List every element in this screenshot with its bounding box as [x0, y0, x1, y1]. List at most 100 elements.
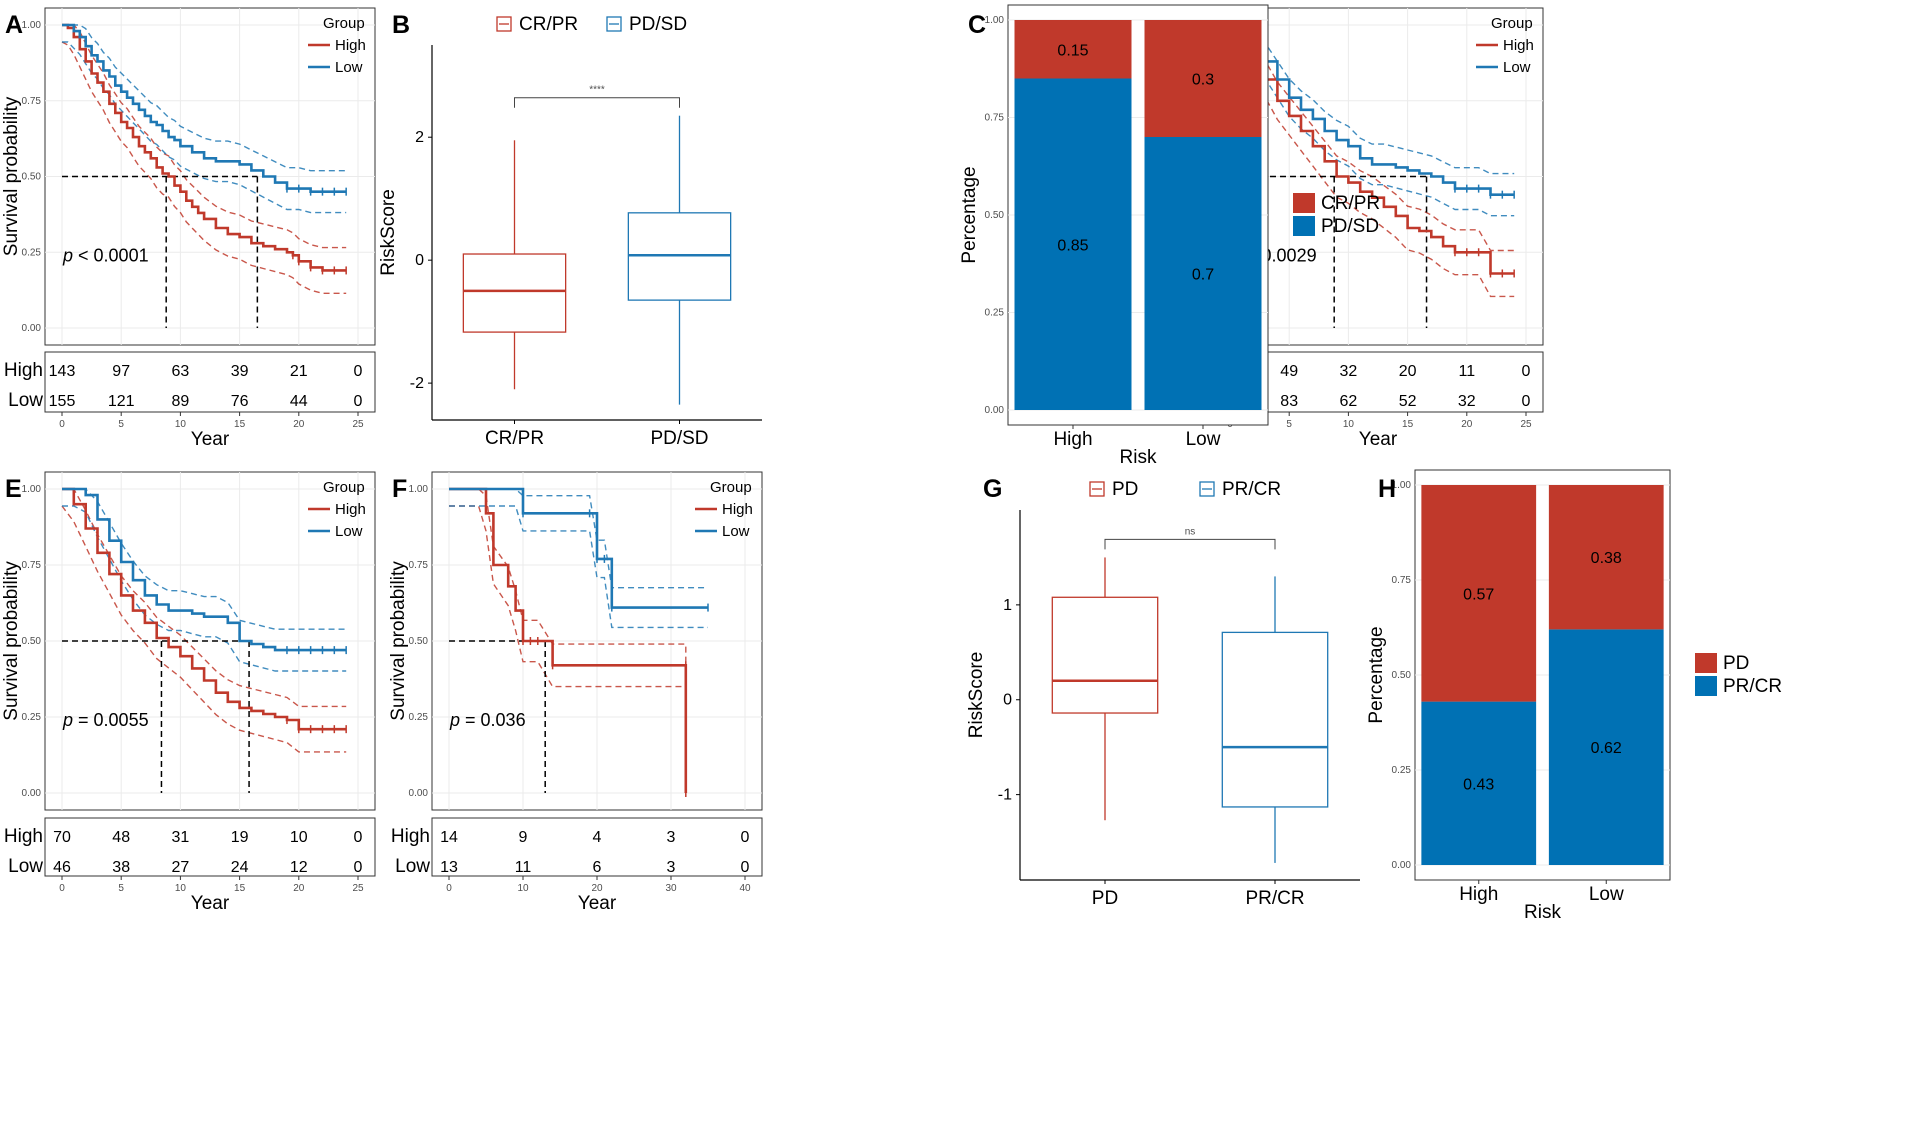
risk-count: 0 [354, 829, 363, 846]
risk-count: 155 [49, 393, 76, 410]
ci-band-low [62, 41, 347, 214]
y-tick-label: -1 [998, 787, 1012, 804]
panel-label: F [392, 475, 407, 503]
risk-row-label: Low [395, 856, 430, 877]
x-tick-label: 15 [234, 883, 246, 894]
x-tick-label: PD [1092, 888, 1118, 909]
box-1 [1221, 631, 1329, 808]
risk-count: 27 [172, 859, 190, 876]
risk-row-label: Low [8, 390, 43, 411]
x-tick-label: 20 [293, 419, 305, 430]
y-tick-label: 0.25 [22, 712, 42, 723]
risk-count: 24 [231, 859, 249, 876]
y-tick-label: 0 [415, 252, 424, 269]
legend-key-1 [1695, 676, 1717, 696]
risk-count: 13 [440, 859, 458, 876]
y-tick-label: 1 [1003, 597, 1012, 614]
y-axis-label: Survival probability [1, 561, 22, 721]
p-symbol: p [62, 710, 73, 730]
y-tick-label: 0.75 [22, 560, 42, 571]
risk-count: 63 [172, 363, 190, 380]
bar-pd-sd-0 [1014, 78, 1132, 410]
p-symbol: p [449, 710, 460, 730]
x-tick-label: 10 [175, 883, 187, 894]
y-tick-label: 0.25 [1392, 765, 1412, 776]
significance-label: ns [1185, 526, 1196, 537]
ci-band-high [1229, 41, 1515, 298]
x-axis-label: Year [1359, 429, 1398, 450]
risk-count: 0 [1522, 393, 1531, 410]
survival-curve-high [62, 487, 347, 731]
x-tick-label: 25 [1520, 419, 1532, 430]
risk-count: 97 [112, 363, 130, 380]
risk-count: 44 [290, 393, 308, 410]
risk-table-frame [44, 351, 376, 413]
risk-count: 0 [1522, 363, 1531, 380]
y-tick-label: 0.25 [22, 247, 42, 258]
risk-count: 21 [290, 363, 308, 380]
x-tick-label: 5 [1286, 419, 1292, 430]
box-0 [462, 253, 567, 333]
bar-value-label: 0.3 [1192, 72, 1214, 89]
x-tick-label: 0 [446, 883, 452, 894]
bar-panel-C: 0.00 0.25 0.50 0.75 1.00 0.15 0.85 High 0.3 0.7 Lo… [959, 4, 1380, 468]
x-tick-label: 30 [665, 883, 677, 894]
x-tick-label: 15 [234, 419, 246, 430]
risk-count: 19 [231, 829, 249, 846]
y-tick-label: 0.00 [985, 405, 1005, 416]
panel-label: C [968, 11, 986, 39]
y-tick-label: 0.00 [22, 788, 42, 799]
km-panel-A: 0.00 0.25 0.50 0.75 1.00 Group High Low p < 0.00… [1, 7, 376, 450]
bar-pr-cr-1 [1548, 629, 1664, 865]
risk-count: 3 [667, 829, 676, 846]
x-tick-label: 25 [352, 419, 364, 430]
x-tick-label: 25 [352, 883, 364, 894]
x-tick-label: 20 [293, 883, 305, 894]
p-value: p = 0.036 [449, 710, 526, 730]
risk-count: 62 [1340, 393, 1358, 410]
risk-table-frame [431, 817, 763, 877]
risk-table-frame [44, 817, 376, 877]
y-tick-label: 1.00 [22, 484, 42, 495]
legend-label: PR/CR [1222, 479, 1281, 500]
y-tick-label: 0.50 [22, 172, 42, 183]
y-tick-label: 0.50 [1392, 670, 1412, 681]
p-value-text: = 0.0055 [73, 710, 149, 730]
bar-panel-H: 0.00 0.25 0.50 0.75 1.00 0.57 0.43 High 0.38 0.62… [1366, 469, 1782, 923]
p-value: p < 0.0001 [62, 245, 149, 265]
y-tick-label: 1.00 [409, 484, 429, 495]
x-tick-label: 15 [1402, 419, 1414, 430]
legend-key-0 [1293, 193, 1315, 213]
legend-label: High [335, 37, 366, 54]
legend-label: PD [1723, 653, 1749, 674]
y-tick-label: 0.00 [409, 788, 429, 799]
km-panel-F: 0.00 0.25 0.50 0.75 1.00 Group High Low p = 0.03… [388, 471, 763, 914]
risk-count: 48 [112, 829, 130, 846]
bar-value-label: 0.57 [1463, 586, 1494, 603]
x-axis-label: Risk [1524, 902, 1561, 923]
x-tick-label: 5 [118, 883, 124, 894]
legend-title: Group [323, 479, 365, 496]
risk-count: 11 [515, 859, 532, 876]
legend-key-1 [1293, 216, 1315, 236]
x-tick-label: Low [1186, 429, 1221, 450]
risk-count: 49 [1280, 363, 1298, 380]
risk-count: 83 [1280, 393, 1298, 410]
risk-count: 32 [1458, 393, 1476, 410]
risk-count: 0 [354, 363, 363, 380]
risk-count: 20 [1399, 363, 1417, 380]
bar-cr-pr-1 [1144, 20, 1262, 137]
survival-curve-low [62, 23, 347, 193]
bar-value-label: 0.7 [1192, 267, 1214, 284]
risk-count: 121 [108, 393, 135, 410]
x-axis-label: Year [191, 429, 230, 450]
y-axis-label: Percentage [959, 166, 980, 263]
y-tick-label: 2 [415, 129, 424, 146]
bar-cr-pr-0 [1014, 20, 1132, 79]
bar-pd-1 [1548, 485, 1664, 630]
panel-label: E [5, 475, 22, 503]
legend-label: High [1503, 37, 1534, 54]
survival-curve-high [449, 487, 688, 793]
risk-count: 10 [290, 829, 308, 846]
